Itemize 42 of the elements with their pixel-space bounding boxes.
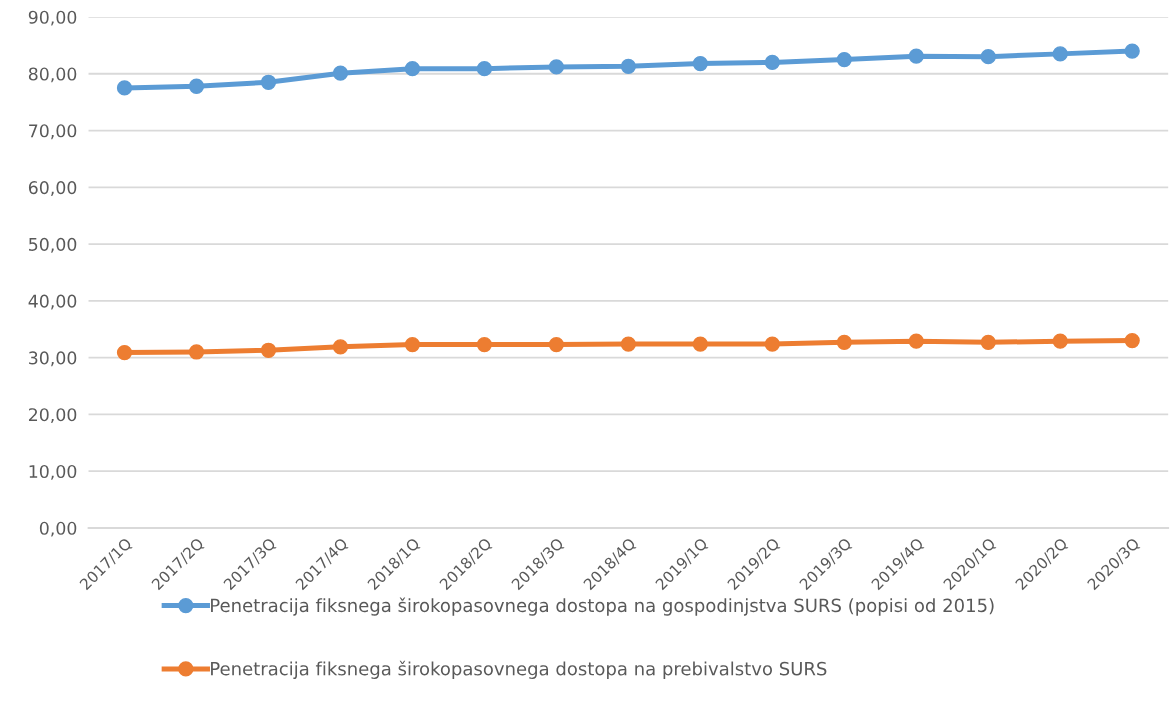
point [980,334,996,350]
point [548,336,565,353]
point [116,80,133,96]
point [1052,46,1068,62]
point [188,78,205,94]
point [548,59,565,75]
point [1052,333,1068,349]
point [836,51,852,68]
point [620,336,636,352]
point [476,336,493,353]
point [260,342,277,358]
point [332,65,349,81]
y-tick-label: 60,00 [28,181,77,196]
y-tick-label: 80,00 [28,67,77,83]
y-tick-label: 50,00 [29,237,77,253]
point [692,55,708,72]
point [908,48,924,64]
point [692,336,708,352]
point [1124,43,1140,59]
point [404,336,421,353]
legend-label: Penetracija fiksnega širokopasovnega dostopa na gospodinjstva SURS (popisi od 2015) [211,597,994,616]
y-tick-label: 30,00 [29,351,77,367]
point [188,344,205,360]
point [476,60,493,77]
y-tick-label: 70,00 [29,124,77,140]
point [980,49,996,65]
y-tick-label: 90,00 [28,10,77,26]
point [1124,332,1140,349]
point [620,58,636,75]
point [260,74,277,90]
point [332,339,349,355]
legend-label: Penetracija fiksnega širokopasovnega dostopa na prebivalstvo SURS [211,660,827,679]
point [404,60,421,77]
point [764,336,780,352]
point [908,333,924,349]
y-tick-label: 40,00 [28,294,77,310]
y-tick-label: 20,00 [28,408,77,424]
y-tick-label: 10,00 [29,464,77,480]
point [764,54,780,71]
point [116,344,133,361]
y-tick-label: 0,00 [39,521,77,537]
point [836,334,852,350]
